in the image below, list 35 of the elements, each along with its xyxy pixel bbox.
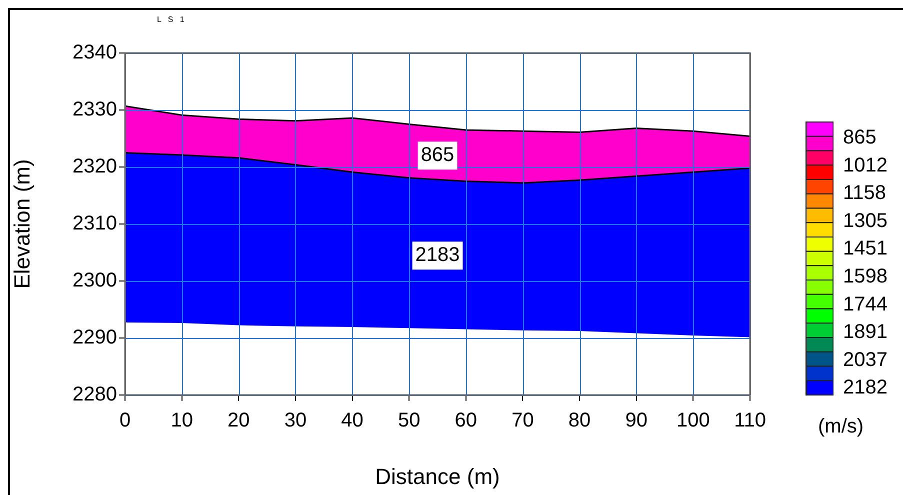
annotation: 2183 [415,244,460,266]
y-tick-label: 2320 [72,156,117,178]
color-bar-label: 1451 [843,238,888,260]
x-tick-label: 0 [119,410,131,432]
x-tick-label: 110 [734,410,766,432]
x-axis-title: Distance (m) [375,464,500,489]
x-tick-label: 90 [625,410,648,432]
color-bar-label: 865 [843,126,876,148]
chart-title: L S 1 [157,15,185,24]
color-bar-title: (m/s) [818,416,864,438]
y-tick-label: 2280 [72,384,117,406]
color-bar-label: 1744 [843,293,888,316]
color-bar-label: 2037 [843,348,888,371]
x-tick-label: 30 [284,410,307,432]
color-bar-label: 1598 [843,266,888,288]
x-tick-label: 10 [170,410,193,432]
y-tick-label: 2300 [72,270,117,292]
x-tick-label: 40 [341,410,364,432]
x-tick-label: 60 [454,410,478,432]
y-tick-label: 2340 [72,42,117,64]
x-tick-label: 100 [676,410,710,432]
color-bar-label: 1891 [843,321,888,344]
x-tick-label: 20 [228,410,250,432]
x-tick-label: 80 [568,410,591,432]
x-tick-label: 50 [398,410,420,432]
color-bar-label: 1305 [843,210,888,232]
y-tick-label: 2310 [72,212,117,235]
color-bar-label: 2182 [843,376,888,398]
color-bar-label: 1012 [843,154,888,176]
y-tick-label: 2290 [72,326,117,349]
y-axis-title: Elevation (m) [9,159,34,289]
annotation: 865 [420,144,454,166]
color-bar-label: 1158 [843,182,886,204]
y-tick-label: 2330 [72,98,117,121]
x-tick-label: 70 [512,410,534,432]
